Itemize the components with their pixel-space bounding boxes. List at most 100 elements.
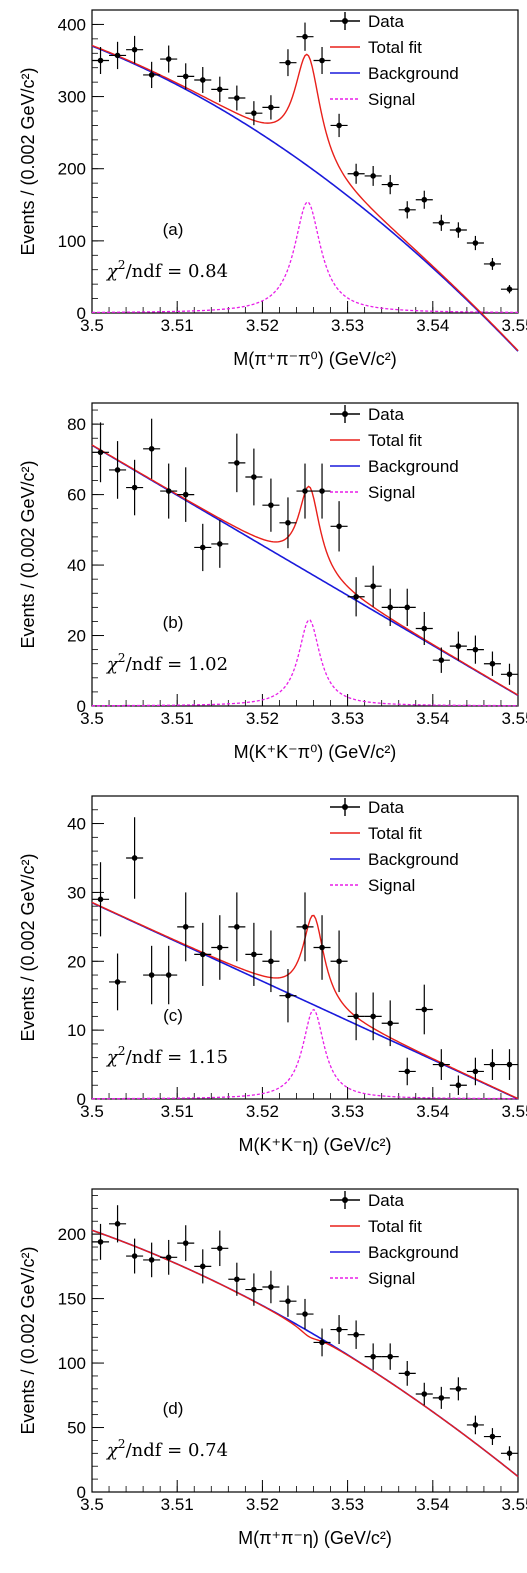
data-point-marker xyxy=(268,958,274,965)
data-point xyxy=(143,945,161,1005)
data-point xyxy=(109,1205,127,1243)
x-tick-label: 3.5 xyxy=(80,316,104,335)
data-point-marker xyxy=(217,944,223,951)
data-point xyxy=(432,214,450,231)
legend-data-label: Data xyxy=(368,798,404,817)
data-point xyxy=(160,945,178,1005)
data-point-marker xyxy=(438,220,445,226)
data-point xyxy=(211,915,229,980)
data-point-marker xyxy=(370,583,376,590)
x-tick-label: 3.5 xyxy=(80,1495,104,1514)
chi2-value: 1.02 xyxy=(188,654,228,675)
data-point-marker xyxy=(217,1245,223,1252)
data-point-marker xyxy=(421,625,428,632)
data-point xyxy=(92,47,110,74)
legend-signal-label: Signal xyxy=(368,90,415,109)
data-point-marker xyxy=(268,502,274,508)
legend: Data Total fit Background Signal xyxy=(330,1191,459,1288)
data-point xyxy=(415,611,433,646)
x-tick-label: 3.53 xyxy=(331,316,364,335)
x-axis-label: M(K⁺K⁻π⁰) (GeV/c²) xyxy=(234,742,397,762)
data-point-marker xyxy=(455,227,462,233)
data-point xyxy=(262,95,280,120)
data-point-marker xyxy=(404,1068,411,1075)
data-point-marker xyxy=(319,1339,325,1346)
data-point xyxy=(364,992,382,1041)
data-point xyxy=(194,922,212,986)
data-point-marker xyxy=(455,1082,462,1089)
data-point-marker xyxy=(114,979,121,985)
data-point-marker xyxy=(404,207,411,213)
legend-data-label: Data xyxy=(368,405,404,424)
data-point-marker xyxy=(285,992,291,999)
data-point-marker xyxy=(387,1020,394,1027)
y-tick-label: 80 xyxy=(67,415,86,434)
y-axis-label: Events / (0.002 GeV/c²) xyxy=(18,67,38,255)
chi2-value: 0.84 xyxy=(188,261,228,282)
legend-total-label: Total fit xyxy=(368,431,422,450)
x-tick-label: 3.51 xyxy=(161,316,194,335)
data-point xyxy=(143,61,161,89)
data-point xyxy=(109,953,127,1011)
data-point-marker xyxy=(131,484,138,491)
data-point xyxy=(228,892,246,962)
data-point xyxy=(296,1298,314,1330)
data-point xyxy=(347,577,365,617)
data-point xyxy=(245,1273,263,1306)
data-point-marker xyxy=(302,488,308,494)
chi2-value: 1.15 xyxy=(188,1047,228,1068)
data-point xyxy=(432,647,450,673)
legend-data-marker xyxy=(342,1197,348,1203)
legend-background-label: Background xyxy=(368,64,459,83)
legend-background-label: Background xyxy=(368,457,459,476)
data-point xyxy=(296,892,314,962)
data-point-marker xyxy=(489,1061,496,1068)
data-point xyxy=(126,35,144,64)
panel-b: 3.5 3.51 3.52 3.53 3.54 3.55 0 20 40 60 80 M(K⁺K⁻π⁰… xyxy=(18,402,527,762)
data-point xyxy=(347,1320,365,1349)
x-tick-label: 3.54 xyxy=(416,709,449,728)
y-tick-label: 200 xyxy=(58,1225,86,1244)
data-point-marker xyxy=(131,46,138,53)
data-point xyxy=(432,1386,450,1409)
x-tick-label: 3.54 xyxy=(416,316,449,335)
signal-curve xyxy=(92,619,519,707)
y-tick-label: 20 xyxy=(67,952,86,971)
x-tick-label: 3.54 xyxy=(416,1102,449,1121)
x-tick-label: 3.5 xyxy=(80,709,104,728)
data-point xyxy=(279,497,297,549)
data-point xyxy=(296,22,314,51)
data-point xyxy=(211,76,229,103)
data-point-marker xyxy=(251,110,257,116)
data-point-marker xyxy=(506,286,513,292)
data-point-marker xyxy=(97,896,104,903)
x-axis-label: M(π⁺π⁻η) (GeV/c²) xyxy=(238,1528,392,1548)
panel-tag: (a) xyxy=(163,220,184,239)
data-point-marker xyxy=(199,951,206,958)
data-point-marker xyxy=(165,1254,172,1261)
data-point-marker xyxy=(114,1221,121,1227)
data-point xyxy=(109,41,127,70)
data-point xyxy=(228,1262,246,1296)
y-tick-label: 100 xyxy=(58,1354,86,1373)
x-tick-label: 3.55 xyxy=(501,709,527,728)
data-point-marker xyxy=(285,519,291,526)
data-point xyxy=(500,663,518,685)
data-point xyxy=(279,969,297,1023)
data-point-marker xyxy=(251,1286,257,1293)
legend-signal-label: Signal xyxy=(368,1269,415,1288)
data-point-marker xyxy=(199,77,206,83)
x-axis-label: M(K⁺K⁻η) (GeV/c²) xyxy=(238,1135,391,1155)
data-point xyxy=(381,1343,399,1370)
data-point xyxy=(194,67,212,93)
data-point xyxy=(330,113,348,138)
data-point-marker xyxy=(353,170,359,177)
data-point xyxy=(262,478,280,532)
x-tick-label: 3.52 xyxy=(246,709,279,728)
data-point xyxy=(415,1382,433,1406)
data-point xyxy=(245,448,263,506)
data-point xyxy=(194,1249,212,1284)
y-tick-label: 20 xyxy=(67,627,86,646)
data-point-marker xyxy=(336,523,342,530)
